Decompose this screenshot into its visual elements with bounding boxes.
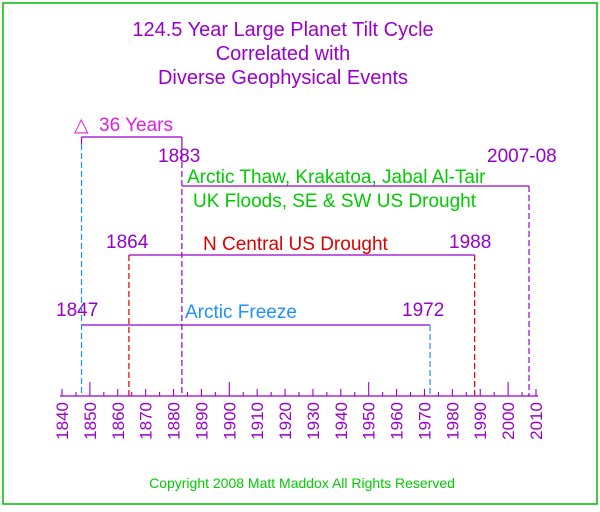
axis-tick-label: 2010	[527, 402, 546, 440]
axis-tick-label: 1960	[388, 402, 407, 440]
axis-tick-label: 1860	[109, 402, 128, 440]
copyright-text: Copyright 2008 Matt Maddox All Rights Re…	[149, 475, 455, 491]
delta-symbol: △	[74, 115, 89, 136]
event-start-label: 1847	[56, 300, 98, 321]
axis-tick-label: 1890	[192, 402, 211, 440]
title-line-1: 124.5 Year Large Planet Tilt Cycle	[132, 19, 433, 41]
frame-border	[2, 2, 598, 505]
event-text-line-1: Arctic Freeze	[185, 302, 297, 323]
axis-tick-label: 1940	[332, 402, 351, 440]
event-text-line-1: N Central US Drought	[203, 234, 389, 255]
event-start-label: 1883	[158, 146, 200, 167]
event-text-line-2: UK Floods, SE & SW US Drought	[193, 191, 477, 212]
timeline-axis: 1840 1850 1860 1870 1880 1890 1900 1910 1920 1930…	[53, 382, 546, 440]
event-arctic-thaw: 1883 2007-08 Arctic Thaw, Krakatoa, Jaba…	[158, 144, 557, 396]
axis-tick-label: 1920	[276, 402, 295, 440]
title: 124.5 Year Large Planet Tilt Cycle Corre…	[132, 19, 433, 89]
axis-tick-label: 1970	[415, 402, 434, 440]
delta-group: △ 36 Years	[74, 115, 183, 144]
axis-tick-label: 1900	[220, 402, 239, 440]
event-end-label: 1972	[402, 300, 444, 321]
axis-tick-label: 1840	[53, 402, 72, 440]
event-end-label: 1988	[449, 232, 491, 253]
event-start-label: 1864	[106, 232, 149, 253]
event-end-label: 2007-08	[487, 146, 557, 167]
event-n-central-drought: 1864 1988 N Central US Drought	[106, 232, 491, 396]
axis-tick-label: 1950	[360, 402, 379, 440]
axis-tick-label: 1910	[248, 402, 267, 440]
axis-tick-label: 1880	[165, 402, 184, 440]
axis-tick-label: 1850	[81, 402, 100, 440]
title-line-3: Diverse Geophysical Events	[158, 67, 408, 89]
axis-tick-label: 2000	[499, 402, 518, 440]
delta-label: 36 Years	[99, 115, 173, 136]
axis-tick-label: 1870	[137, 402, 156, 440]
title-line-2: Correlated with	[216, 43, 351, 65]
axis-tick-label: 1930	[304, 402, 323, 440]
axis-tick-label: 1990	[471, 402, 490, 440]
axis-tick-label: 1980	[443, 402, 462, 440]
event-text-line-1: Arctic Thaw, Krakatoa, Jabal Al-Tair	[187, 167, 486, 188]
event-arctic-freeze: 1847 1972 Arctic Freeze	[56, 144, 444, 396]
